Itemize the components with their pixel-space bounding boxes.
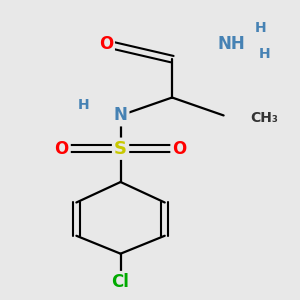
Text: Cl: Cl — [112, 273, 130, 291]
Text: O: O — [55, 140, 69, 158]
Text: H: H — [255, 21, 266, 35]
Text: H: H — [258, 47, 270, 61]
Text: NH: NH — [217, 35, 245, 53]
Text: O: O — [99, 35, 113, 53]
Text: H: H — [78, 98, 90, 112]
Text: N: N — [114, 106, 128, 124]
Text: O: O — [172, 140, 187, 158]
Text: CH₃: CH₃ — [250, 111, 278, 125]
Text: S: S — [114, 140, 127, 158]
